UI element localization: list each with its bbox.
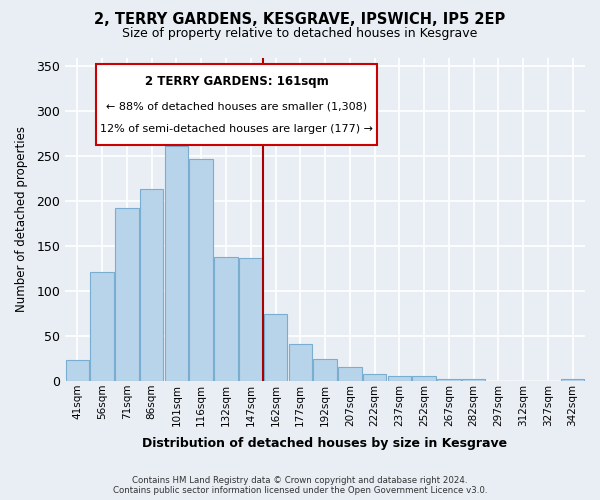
Bar <box>561 379 584 381</box>
Bar <box>214 257 238 381</box>
Text: 2 TERRY GARDENS: 161sqm: 2 TERRY GARDENS: 161sqm <box>145 76 329 88</box>
X-axis label: Distribution of detached houses by size in Kesgrave: Distribution of detached houses by size … <box>142 437 508 450</box>
Bar <box>412 376 436 381</box>
Bar <box>313 358 337 381</box>
Bar <box>338 366 362 381</box>
Y-axis label: Number of detached properties: Number of detached properties <box>15 126 28 312</box>
Bar <box>165 146 188 381</box>
Bar <box>289 344 312 381</box>
Bar <box>190 159 213 381</box>
Bar <box>264 314 287 381</box>
Text: Contains HM Land Registry data © Crown copyright and database right 2024.
Contai: Contains HM Land Registry data © Crown c… <box>113 476 487 495</box>
Bar <box>140 188 163 381</box>
Bar <box>115 208 139 381</box>
Bar <box>437 379 461 381</box>
Bar <box>91 272 114 381</box>
Bar <box>388 376 411 381</box>
Bar <box>239 258 263 381</box>
Bar <box>462 379 485 381</box>
Bar <box>363 374 386 381</box>
FancyBboxPatch shape <box>96 64 377 145</box>
Text: ← 88% of detached houses are smaller (1,308): ← 88% of detached houses are smaller (1,… <box>106 101 367 111</box>
Text: 2, TERRY GARDENS, KESGRAVE, IPSWICH, IP5 2EP: 2, TERRY GARDENS, KESGRAVE, IPSWICH, IP5… <box>94 12 506 28</box>
Text: Size of property relative to detached houses in Kesgrave: Size of property relative to detached ho… <box>122 28 478 40</box>
Bar <box>65 360 89 381</box>
Text: 12% of semi-detached houses are larger (177) →: 12% of semi-detached houses are larger (… <box>100 124 373 134</box>
